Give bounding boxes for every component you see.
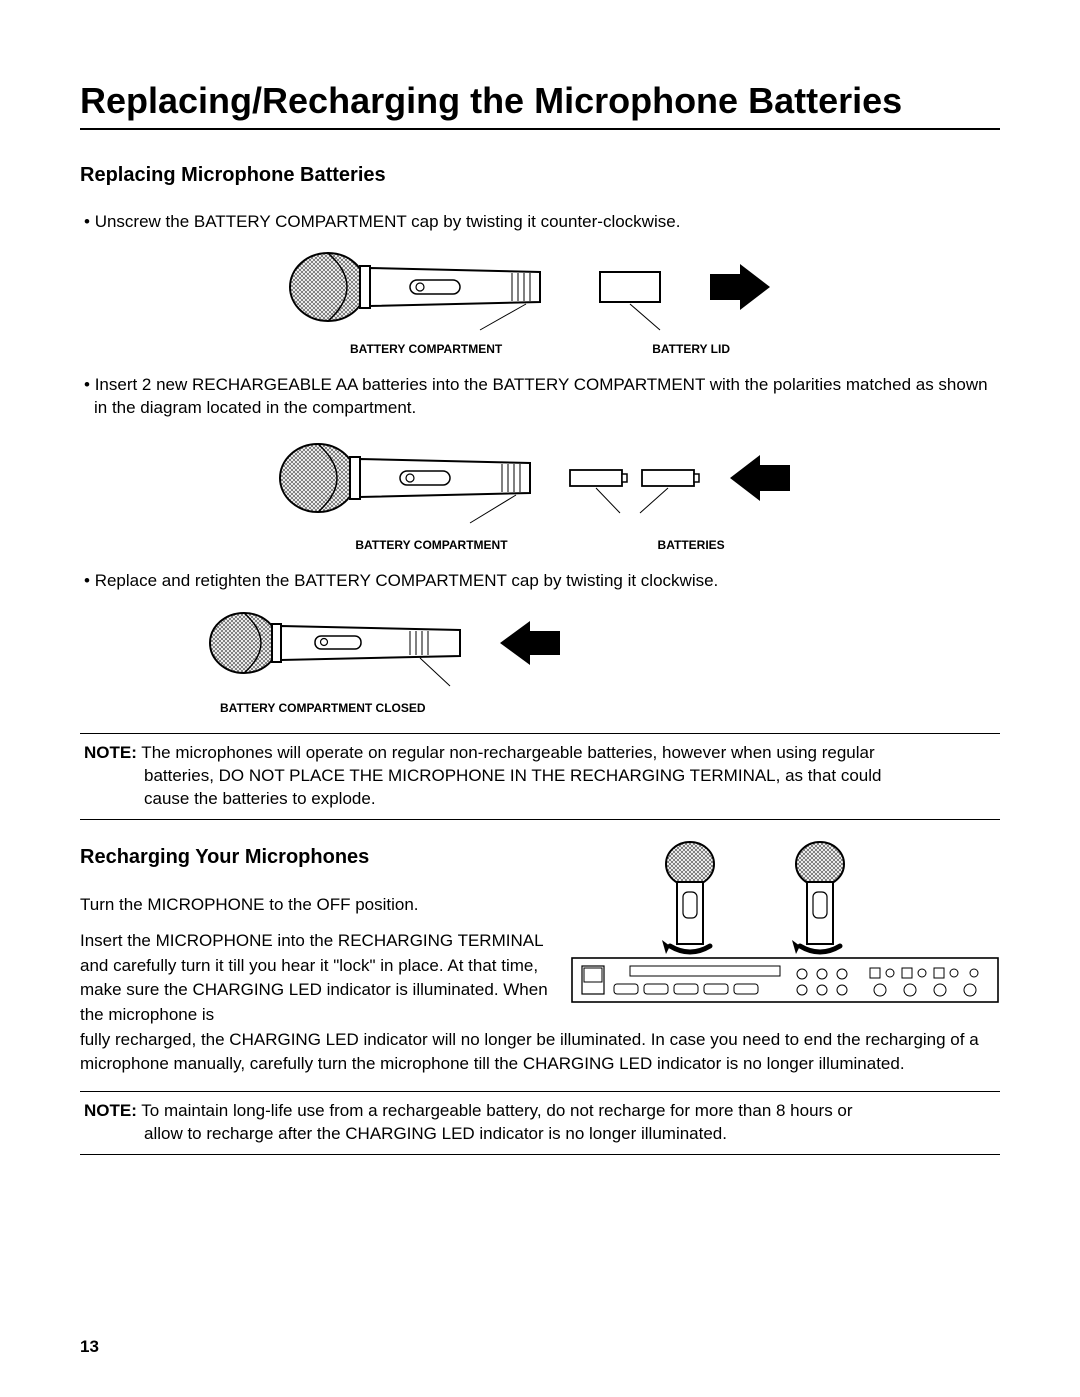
note2-line1: To maintain long-life use from a recharg… (137, 1101, 853, 1120)
step-replace: Replace and retighten the BATTERY COMPAR… (80, 570, 1000, 593)
diagram-charging-dock (570, 840, 1000, 1010)
label-battery-compartment-2: BATTERY COMPARTMENT (355, 538, 507, 552)
note1-line1: The microphones will operate on regular … (137, 743, 875, 762)
label-compartment-closed: BATTERY COMPARTMENT CLOSED (220, 701, 426, 715)
diagram-closed-labels: BATTERY COMPARTMENT CLOSED (80, 701, 1000, 715)
label-battery-compartment: BATTERY COMPARTMENT (350, 342, 502, 356)
note-longlife: NOTE: To maintain long-life use from a r… (80, 1091, 1000, 1155)
note1-line2: batteries, DO NOT PLACE THE MICROPHONE I… (84, 765, 996, 788)
diagram-unscrew (80, 242, 1000, 332)
page-number: 13 (80, 1337, 99, 1357)
label-batteries: BATTERIES (658, 538, 725, 552)
label-battery-lid: BATTERY LID (652, 342, 730, 356)
note2-line2: allow to recharge after the CHARGING LED… (84, 1123, 996, 1146)
step-insert: Insert 2 new RECHARGEABLE AA batteries i… (80, 374, 1000, 420)
note-explode: NOTE: The microphones will operate on re… (80, 733, 1000, 820)
diagram-closed (80, 601, 1000, 691)
note1-line3: cause the batteries to explode. (84, 788, 996, 811)
note-lead-1: NOTE: (84, 743, 137, 762)
note-lead-2: NOTE: (84, 1101, 137, 1120)
recharge-p2b: fully recharged, the CHARGING LED indica… (80, 1028, 1000, 1077)
section-replacing-title: Replacing Microphone Batteries (80, 164, 1000, 187)
diagram-unscrew-labels: BATTERY COMPARTMENT BATTERY LID (80, 342, 1000, 356)
section-recharging-title: Recharging Your Microphones (80, 846, 552, 869)
recharge-p1: Turn the MICROPHONE to the OFF position. (80, 893, 552, 918)
step-unscrew: Unscrew the BATTERY COMPARTMENT cap by t… (80, 211, 1000, 234)
diagram-insert (80, 428, 1000, 528)
page-title: Replacing/Recharging the Microphone Batt… (80, 80, 1000, 130)
diagram-insert-labels: BATTERY COMPARTMENT BATTERIES (80, 538, 1000, 552)
recharge-p2a: Insert the MICROPHONE into the RECHARGIN… (80, 929, 552, 1028)
